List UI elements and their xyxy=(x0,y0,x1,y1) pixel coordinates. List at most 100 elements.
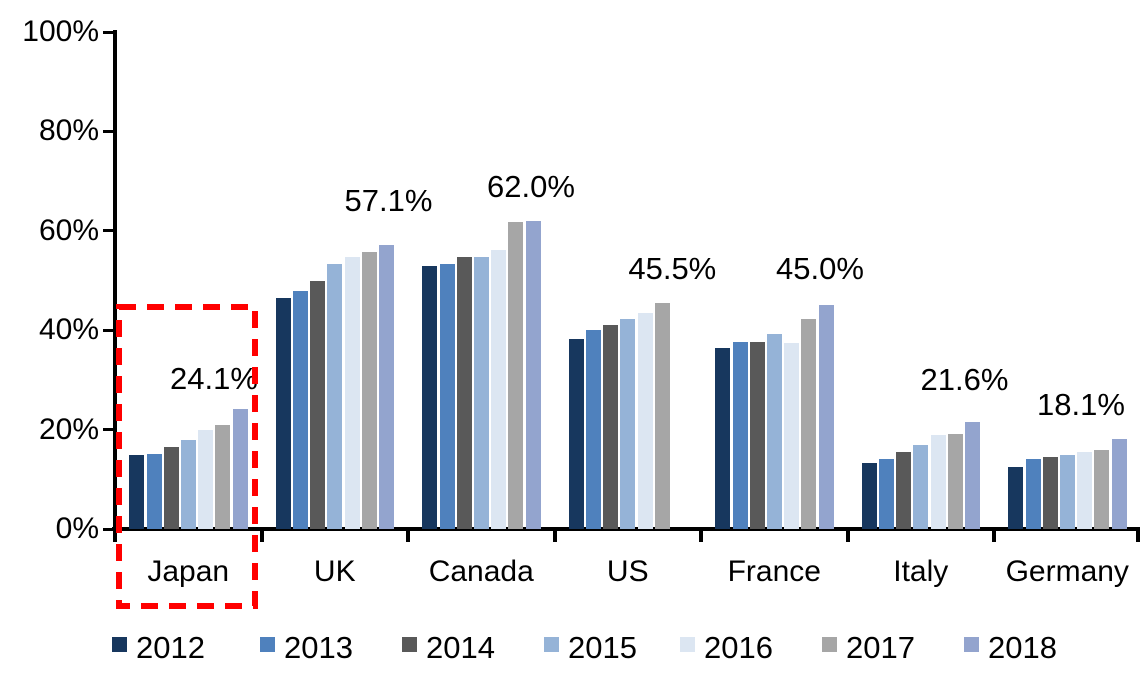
bar-france-2015 xyxy=(766,334,782,529)
legend-label-2016: 2016 xyxy=(704,630,773,665)
bar-japan-2015 xyxy=(180,439,196,529)
legend-swatch-2015 xyxy=(544,637,559,652)
x-axis-label-germany: Germany xyxy=(1005,555,1129,588)
bar-france-2012 xyxy=(715,347,731,529)
legend-item-2013: 2013 xyxy=(260,628,353,668)
bar-france-2016 xyxy=(784,343,800,529)
x-axis-tick xyxy=(1136,529,1140,542)
data-label-italy: 21.6% xyxy=(920,361,1009,397)
legend-swatch-2018 xyxy=(964,637,979,652)
bar-uk-2016 xyxy=(344,256,360,529)
legend-item-2018: 2018 xyxy=(964,628,1057,668)
bar-germany-2018 xyxy=(1111,439,1127,529)
data-label-france: 45.0% xyxy=(776,251,864,287)
x-axis-label-italy: Italy xyxy=(893,555,949,588)
bar-france-2017 xyxy=(801,319,817,529)
bar-us-2012 xyxy=(568,339,584,529)
legend-label-2012: 2012 xyxy=(136,630,205,665)
y-axis-tick xyxy=(103,229,114,233)
y-axis-label-60: 60% xyxy=(38,213,99,247)
y-axis-tick xyxy=(103,129,114,133)
x-axis-label-canada: Canada xyxy=(428,555,534,588)
bar-italy-2015 xyxy=(913,445,929,529)
bar-uk-2012 xyxy=(275,298,291,529)
bar-uk-2014 xyxy=(310,280,326,529)
data-label-us: 45.5% xyxy=(628,250,717,286)
bar-us-2015 xyxy=(620,319,636,529)
bar-france-2013 xyxy=(732,341,748,529)
x-axis-label-uk: UK xyxy=(313,555,356,588)
bar-canada-2016 xyxy=(491,250,507,529)
bar-uk-2017 xyxy=(361,251,377,529)
legend-label-2017: 2017 xyxy=(846,630,915,665)
bar-germany-2017 xyxy=(1094,449,1110,529)
legend-swatch-2012 xyxy=(112,637,127,652)
x-axis-line xyxy=(112,527,1140,531)
bar-france-2014 xyxy=(749,342,765,529)
x-axis-label-us: US xyxy=(606,555,649,588)
y-axis-tick xyxy=(103,527,114,531)
x-axis-label-france: France xyxy=(727,555,821,588)
legend-swatch-2017 xyxy=(822,637,837,652)
bar-japan-2016 xyxy=(198,430,214,529)
bar-uk-2015 xyxy=(327,264,343,529)
y-axis-label-0: 0% xyxy=(55,512,99,545)
bar-canada-2014 xyxy=(456,256,472,529)
x-axis-tick xyxy=(406,529,410,542)
legend-item-2012: 2012 xyxy=(112,628,205,668)
legend-item-2017: 2017 xyxy=(822,628,915,668)
legend-swatch-2016 xyxy=(680,637,695,652)
bar-japan-2014 xyxy=(163,446,179,529)
bar-uk-2013 xyxy=(293,290,308,529)
x-axis-tick xyxy=(552,529,557,542)
bar-canada-2017 xyxy=(508,222,524,529)
y-axis-tick xyxy=(103,30,114,34)
bar-italy-2018 xyxy=(965,421,980,529)
y-axis-tick xyxy=(103,428,114,432)
legend-swatch-2014 xyxy=(402,637,417,652)
bar-france-2018 xyxy=(818,305,834,529)
data-label-japan: 24.1% xyxy=(170,361,258,397)
y-axis-label-80: 80% xyxy=(38,114,99,148)
bar-us-2014 xyxy=(603,325,619,529)
bar-canada-2013 xyxy=(439,263,455,529)
bar-japan-2017 xyxy=(215,424,231,529)
y-axis-label-40: 40% xyxy=(38,313,99,347)
y-axis-tick xyxy=(103,328,114,332)
bar-germany-2015 xyxy=(1059,455,1075,529)
x-axis-label-japan: Japan xyxy=(147,555,230,588)
bar-us-2017 xyxy=(654,302,670,529)
y-axis-label-20: 20% xyxy=(38,412,99,446)
y-axis-line xyxy=(113,30,117,542)
x-axis-tick xyxy=(992,529,996,542)
bar-germany-2014 xyxy=(1042,457,1058,529)
bar-italy-2016 xyxy=(930,435,946,529)
legend-item-2016: 2016 xyxy=(680,628,773,668)
legend-item-2014: 2014 xyxy=(402,628,495,668)
data-label-canada: 62.0% xyxy=(487,168,575,204)
bar-italy-2014 xyxy=(896,452,912,529)
x-axis-tick xyxy=(699,529,703,542)
legend-label-2018: 2018 xyxy=(988,630,1057,665)
bar-germany-2012 xyxy=(1008,467,1024,529)
bar-uk-2018 xyxy=(379,245,394,529)
bar-canada-2018 xyxy=(525,220,541,529)
chart-legend: 2012 2013 2014 2015 2016 2017 2018 xyxy=(0,628,1142,674)
data-label-uk: 57.1% xyxy=(344,183,433,219)
legend-swatch-2013 xyxy=(260,637,275,652)
legend-item-2015: 2015 xyxy=(544,628,637,668)
y-axis-label-100: 100% xyxy=(22,15,99,48)
bar-japan-2013 xyxy=(146,454,162,529)
legend-label-2015: 2015 xyxy=(568,630,637,665)
bar-canada-2015 xyxy=(473,257,489,529)
bar-japan-2018 xyxy=(232,409,248,529)
bar-us-2016 xyxy=(637,312,653,529)
bar-germany-2016 xyxy=(1077,452,1093,529)
x-axis-tick xyxy=(845,529,850,542)
bar-italy-2012 xyxy=(861,462,877,529)
legend-label-2013: 2013 xyxy=(284,630,353,665)
data-label-germany: 18.1% xyxy=(1037,387,1125,423)
bar-us-2013 xyxy=(586,330,601,529)
legend-label-2014: 2014 xyxy=(426,630,495,665)
